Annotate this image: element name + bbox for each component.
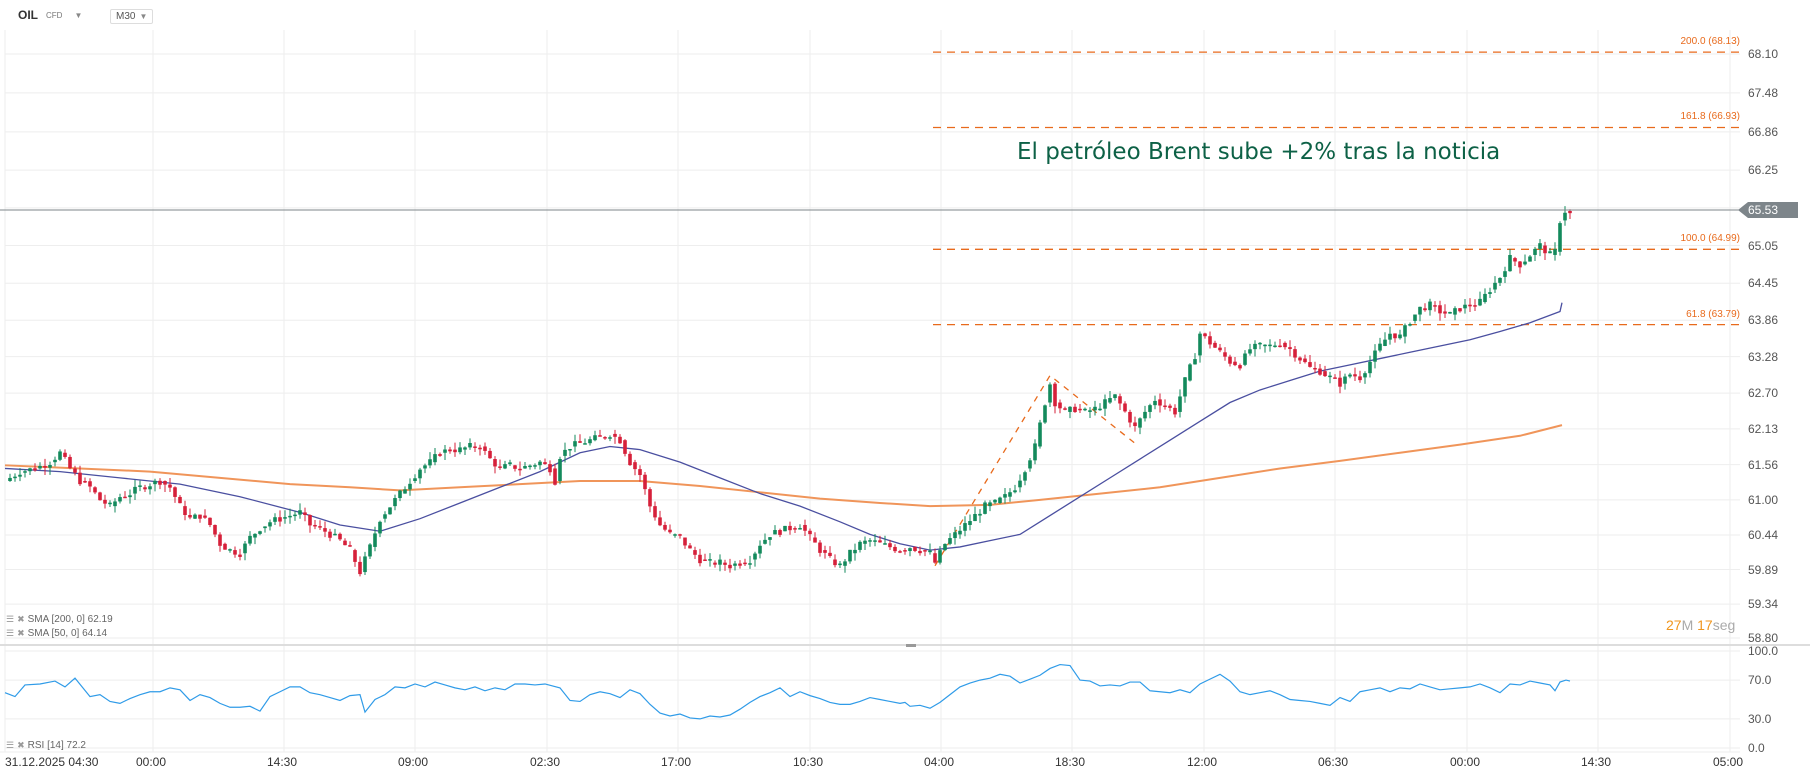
chevron-down-icon[interactable]: ▼ [74,10,83,20]
rsi-tick: 70.0 [1748,673,1772,688]
close-icon[interactable]: ✖ [17,628,25,638]
candlestick-series [8,206,1572,577]
instrument-type: CFD [46,10,63,20]
timeframe-selector[interactable]: M30 ▼ [110,9,154,24]
close-icon[interactable]: ✖ [17,614,25,624]
current-price-tag: 65.53 [1738,202,1798,218]
price-tick: 63.86 [1748,313,1779,328]
time-tick: 05:00 [1713,755,1744,769]
sma200-line [4,424,1563,508]
rsi-grid [5,650,1740,749]
fib-level-label: 61.8 (63.79) [1686,308,1740,320]
settings-icon[interactable]: ☰ [6,740,15,750]
settings-icon[interactable]: ☰ [6,614,15,624]
fib-level-label: 100.0 (64.99) [1680,233,1741,245]
candle-countdown: 27M 17seg [1666,617,1735,633]
sma50-line [4,302,1563,551]
sma50-label: SMA [50, 0] 64.14 [27,628,108,639]
price-tick: 65.05 [1748,238,1779,253]
price-tick: 66.25 [1748,163,1779,178]
chart-headline: El petróleo Brent sube +2% tras la notic… [1017,139,1501,165]
time-tick: 06:30 [1318,755,1349,769]
countdown-minutes-unit: M [1681,617,1694,633]
time-tick: 14:30 [1581,755,1612,769]
countdown-minutes: 27 [1666,617,1682,633]
fib-level-label: 200.0 (68.13) [1680,36,1741,48]
sma200-label: SMA [200, 0] 62.19 [27,614,113,625]
rsi-tick: 0.0 [1748,741,1765,755]
price-tick: 66.86 [1748,124,1779,139]
rsi-label: RSI [14] 72.2 [27,740,86,751]
price-tick: 59.34 [1748,597,1779,612]
time-tick: 02:30 [530,755,561,769]
time-tick: 00:00 [1450,755,1481,769]
price-tick: 61.00 [1748,492,1779,507]
time-tick: 18:30 [1055,755,1086,769]
price-tick: 60.44 [1748,528,1779,542]
price-tick: 67.48 [1748,85,1779,100]
indicator-legend-rsi[interactable]: ☰ ✖ RSI [14] 72.2 [6,740,86,751]
fibonacci-anchor-lines[interactable] [934,374,1136,567]
time-tick: 00:00 [136,755,167,769]
price-tick: 58.80 [1748,631,1779,645]
symbol-name: OIL [18,8,38,22]
time-tick: 31.12.2025 04:30 [5,755,99,769]
time-tick: 14:30 [267,755,298,769]
symbol-selector[interactable]: OIL CFD ▼ [18,8,82,22]
settings-icon[interactable]: ☰ [6,628,15,638]
countdown-seconds-unit: seg [1712,617,1736,633]
rsi-tick: 30.0 [1748,711,1772,726]
chevron-down-icon: ▼ [139,12,148,21]
price-tick: 68.10 [1748,47,1779,61]
rsi-tick: 100.0 [1748,644,1779,658]
fibonacci-levels[interactable] [933,51,1742,326]
rsi-line [4,663,1571,720]
pane-resize-handle[interactable] [906,644,916,647]
close-icon[interactable]: ✖ [17,740,25,750]
price-tick: 63.28 [1748,349,1779,364]
time-tick: 04:00 [924,755,955,769]
price-tick: 61.56 [1748,457,1779,472]
indicator-legend-sma50[interactable]: ☰ ✖ SMA [50, 0] 64.14 [6,628,107,639]
price-tick: 62.70 [1748,386,1779,401]
time-tick: 12:00 [1187,755,1218,769]
time-tick: 09:00 [398,755,429,769]
fib-level-label: 161.8 (66.93) [1680,111,1741,123]
price-tick: 59.89 [1748,562,1779,577]
countdown-seconds: 17 [1697,617,1713,633]
timeframe-label: M30 [116,11,136,22]
price-tick: 64.45 [1748,276,1779,291]
time-tick: 10:30 [793,755,824,769]
time-tick: 17:00 [661,755,692,769]
indicator-legend-sma200[interactable]: ☰ ✖ SMA [200, 0] 62.19 [6,614,113,625]
price-tick: 62.13 [1748,421,1779,436]
